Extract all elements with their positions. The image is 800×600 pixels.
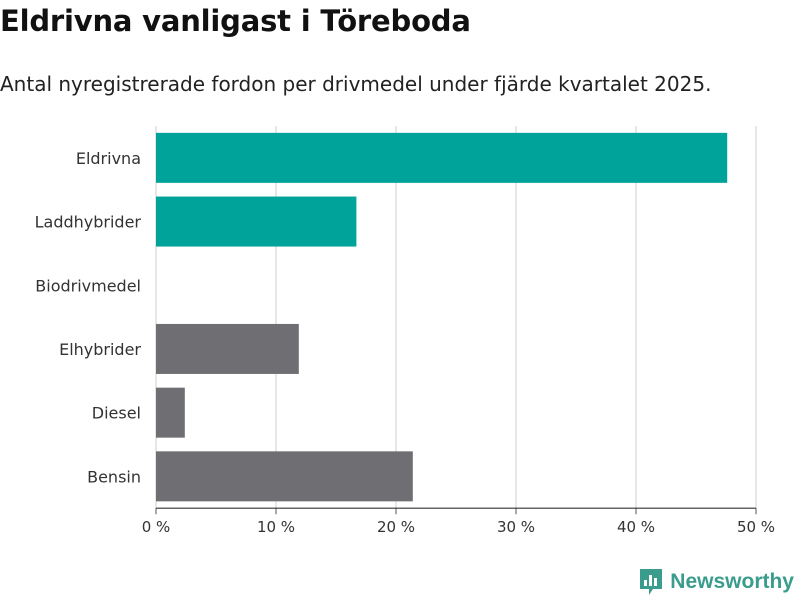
bar-laddhybrider [156,196,357,247]
x-tick-label: 30 % [497,518,535,536]
x-tick-label: 40 % [617,518,655,536]
category-label: Biodrivmedel [35,276,141,295]
brand-name: Newsworthy [670,570,794,593]
x-tick-label: 50 % [737,518,775,536]
bars [156,132,728,502]
bar-bensin [156,451,413,502]
category-label: Diesel [92,404,141,423]
category-label: Elhybrider [59,340,141,359]
x-tick-label: 10 % [257,518,295,536]
chart-subtitle: Antal nyregistrerade fordon per drivmede… [0,72,712,96]
newsworthy-logo-icon [640,569,663,595]
bar-diesel [156,387,185,438]
x-tick-label: 20 % [377,518,415,536]
category-label: Bensin [87,467,141,486]
grid-lines [155,126,757,509]
category-labels: Eldrivna Laddhybrider Biodrivmedel Elhybrid… [35,149,142,487]
category-label: Laddhybrider [35,213,142,232]
bar-elhybrider [156,323,299,374]
bar-chart: Eldrivna Laddhybrider Biodrivmedel Elhybrid… [35,126,775,536]
x-tick-label: 0 % [142,518,171,536]
chart-title: Eldrivna vanligast i Töreboda [0,4,471,38]
x-axis-ticks: 0 % 10 % 20 % 30 % 40 % 50 % [142,507,775,536]
brand-logo: Newsworthy [638,567,794,597]
bar-eldrivna [156,132,728,183]
category-label: Eldrivna [76,149,141,168]
